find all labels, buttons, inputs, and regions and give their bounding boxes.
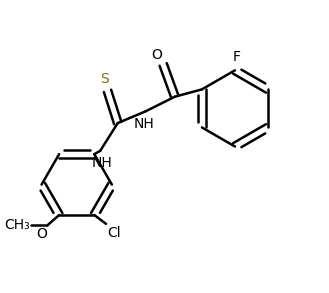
Text: S: S [100,71,109,86]
Text: NH: NH [134,117,155,131]
Text: CH₃: CH₃ [4,218,30,232]
Text: O: O [151,47,162,62]
Text: Cl: Cl [108,226,121,240]
Text: NH: NH [91,156,112,170]
Text: O: O [37,227,47,241]
Text: F: F [232,50,240,64]
